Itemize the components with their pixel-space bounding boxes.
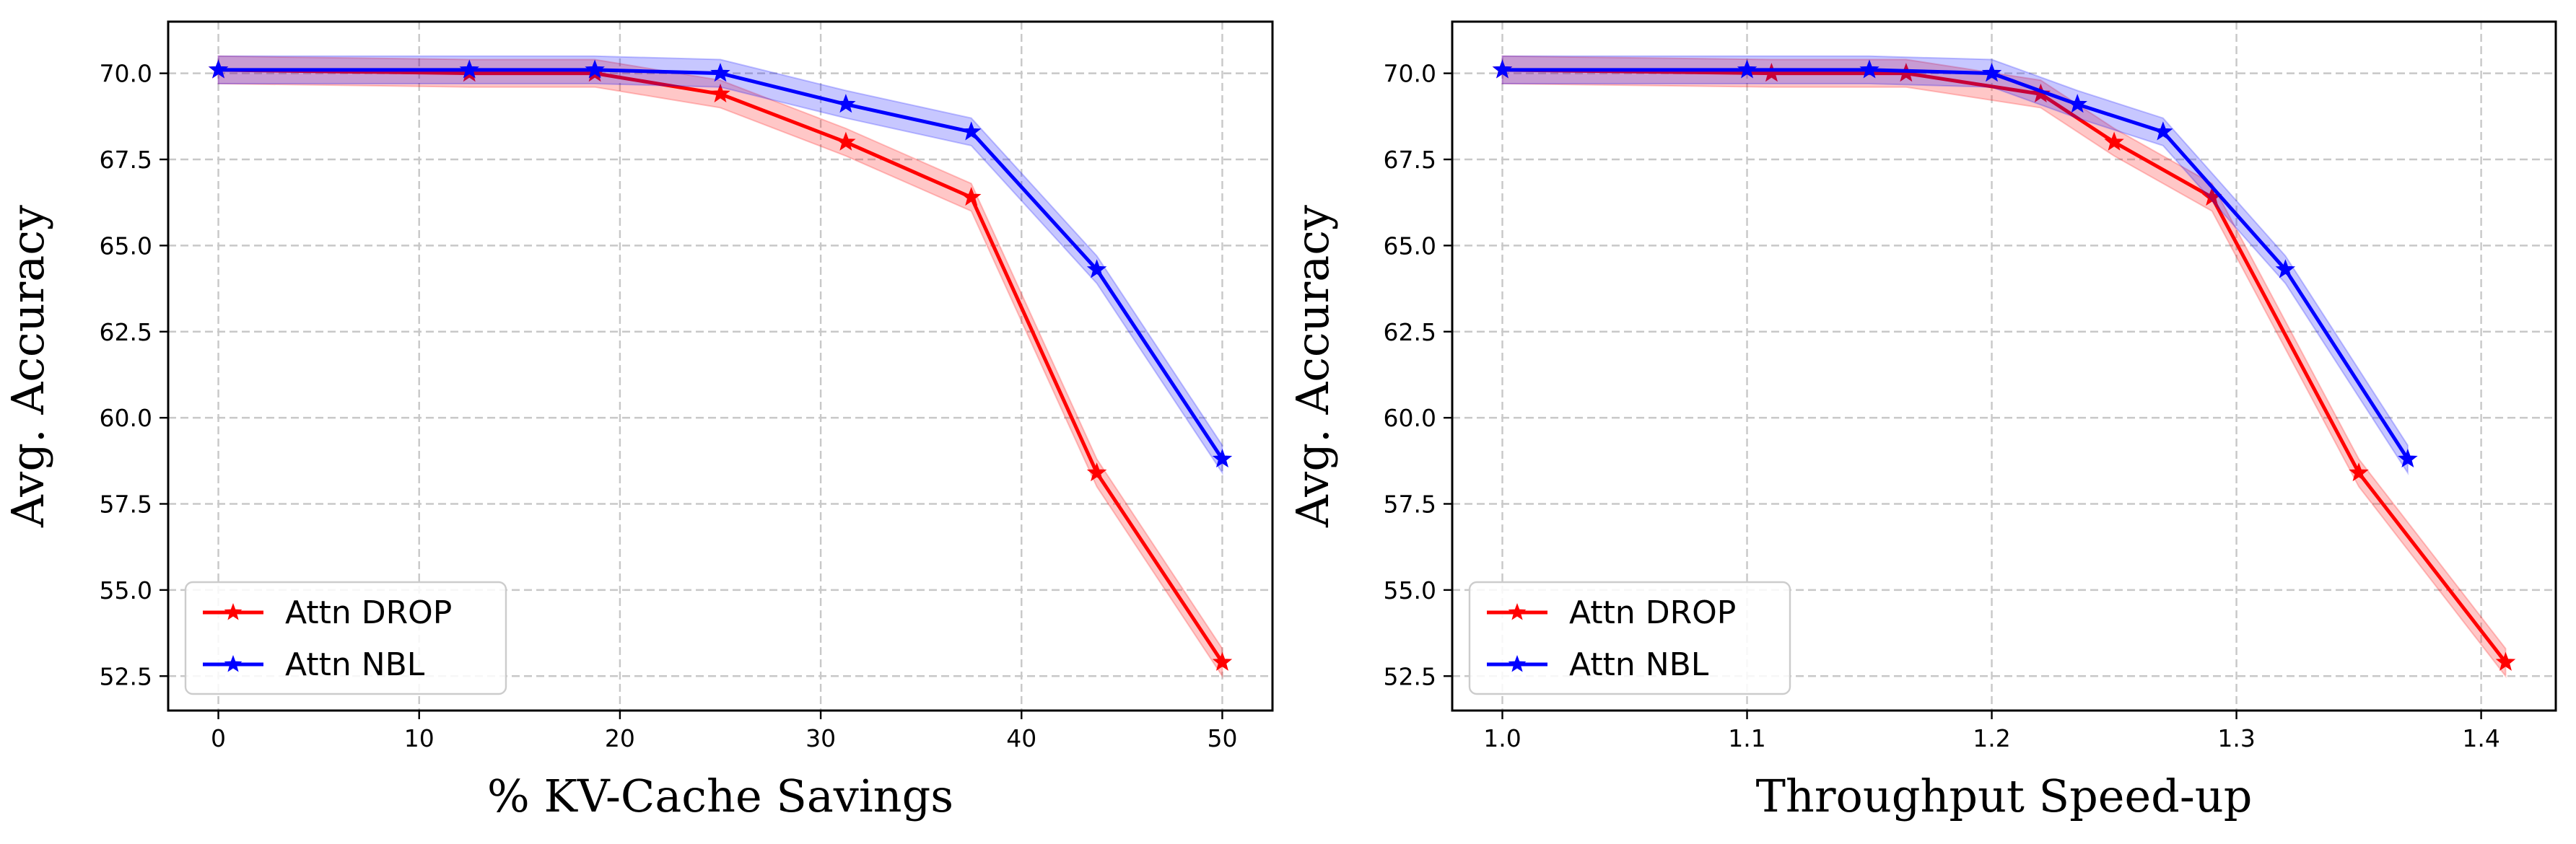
y-tick-label: 67.5 bbox=[100, 146, 152, 174]
x-axis-label: Throughput Speed-up bbox=[1756, 770, 2253, 822]
legend-item: Attn NBL bbox=[203, 646, 425, 683]
plot-frame bbox=[167, 20, 1274, 712]
data-point bbox=[2275, 259, 2296, 278]
x-tick-label: 20 bbox=[605, 724, 635, 752]
y-axis: 52.5 55.0 57.5 60.0 62.5 65.0 67.5 70.0 bbox=[1384, 60, 1452, 690]
legend-label: Attn DROP bbox=[285, 594, 452, 631]
grid bbox=[1452, 22, 2556, 711]
chart-panel-2: 1.0 1.1 1.2 1.3 1.4 52.5 55.0 57.5 60.0 62.5 65.0 6… bbox=[1286, 20, 2557, 822]
y-tick-label: 62.5 bbox=[100, 318, 152, 346]
legend: Attn DROP Attn NBL bbox=[184, 581, 507, 695]
confidence-band bbox=[1501, 55, 2409, 475]
x-tick-label: 40 bbox=[1006, 724, 1036, 752]
data-point bbox=[961, 121, 982, 141]
legend-marker bbox=[224, 655, 243, 672]
y-axis-label: Avg. Accuracy bbox=[1, 205, 54, 528]
data-point bbox=[2495, 651, 2516, 671]
data-point bbox=[1981, 63, 2002, 82]
legend-marker bbox=[1508, 603, 1527, 620]
legend-marker bbox=[224, 603, 243, 620]
legend-label: Attn DROP bbox=[1569, 594, 1736, 631]
y-tick-label: 67.5 bbox=[1384, 146, 1436, 174]
x-tick-label: 1.2 bbox=[1973, 724, 2010, 752]
series-line bbox=[218, 68, 1224, 460]
data-point bbox=[710, 83, 730, 102]
y-tick-label: 55.0 bbox=[1384, 576, 1436, 605]
series-line bbox=[1502, 68, 2410, 460]
data-point bbox=[208, 59, 229, 79]
y-tick-label: 60.0 bbox=[1384, 404, 1436, 432]
legend-label: Attn NBL bbox=[285, 646, 425, 683]
y-tick-label: 70.0 bbox=[100, 60, 152, 88]
confidence-band bbox=[217, 55, 1223, 475]
y-tick-label: 60.0 bbox=[100, 404, 152, 432]
x-axis: 1.0 1.1 1.2 1.3 1.4 bbox=[1483, 711, 2500, 752]
data-point bbox=[1086, 259, 1107, 278]
legend-label: Attn NBL bbox=[1569, 646, 1709, 683]
legend: Attn DROP Attn NBL bbox=[1468, 581, 1791, 695]
legend-item: Attn DROP bbox=[203, 594, 452, 631]
data-point bbox=[2153, 121, 2173, 141]
legend-box bbox=[184, 581, 507, 695]
data-point bbox=[459, 59, 479, 79]
x-tick-label: 30 bbox=[805, 724, 836, 752]
data-point bbox=[836, 131, 856, 151]
data-point bbox=[2067, 94, 2087, 113]
series-line bbox=[1502, 68, 2507, 664]
data-point bbox=[1737, 59, 1758, 79]
x-tick-label: 1.4 bbox=[2462, 724, 2499, 752]
series-line bbox=[218, 68, 1224, 664]
x-axis-label: % KV-Cache Savings bbox=[487, 770, 953, 822]
data-point bbox=[2398, 448, 2418, 468]
data-point bbox=[710, 63, 730, 82]
chart-panel-1: 0 10 20 30 40 50 52.5 55.0 57.5 60.0 62.5 65.0 67.5 7… bbox=[1, 20, 1274, 822]
plot-area bbox=[1492, 55, 2516, 679]
legend-item: Attn NBL bbox=[1487, 646, 1709, 683]
data-point bbox=[961, 187, 982, 206]
legend-box bbox=[1468, 581, 1791, 695]
legend-marker bbox=[1508, 655, 1527, 672]
plot-frame bbox=[1451, 20, 2557, 712]
data-point bbox=[1212, 651, 1233, 671]
y-tick-label: 65.0 bbox=[100, 232, 152, 260]
data-point bbox=[1086, 462, 1107, 482]
x-tick-label: 10 bbox=[404, 724, 435, 752]
y-axis-label: Avg. Accuracy bbox=[1286, 205, 1339, 528]
data-point bbox=[1859, 59, 1879, 79]
x-tick-label: 1.1 bbox=[1728, 724, 1765, 752]
plot-area bbox=[208, 55, 1233, 679]
data-point bbox=[2104, 131, 2124, 151]
x-tick-label: 0 bbox=[211, 724, 226, 752]
legend-item: Attn DROP bbox=[1487, 594, 1736, 631]
data-point bbox=[2349, 462, 2369, 482]
x-axis: 0 10 20 30 40 50 bbox=[211, 711, 1237, 752]
y-tick-label: 52.5 bbox=[100, 662, 152, 690]
y-tick-label: 57.5 bbox=[100, 491, 152, 519]
y-tick-label: 65.0 bbox=[1384, 232, 1436, 260]
y-axis: 52.5 55.0 57.5 60.0 62.5 65.0 67.5 70.0 bbox=[100, 60, 168, 690]
y-tick-label: 57.5 bbox=[1384, 491, 1436, 519]
x-tick-label: 50 bbox=[1207, 724, 1237, 752]
x-tick-label: 1.3 bbox=[2217, 724, 2255, 752]
y-tick-label: 70.0 bbox=[1384, 60, 1436, 88]
data-point bbox=[2030, 83, 2051, 102]
series-attn-nbl bbox=[208, 55, 1233, 475]
y-tick-label: 55.0 bbox=[100, 576, 152, 605]
data-point bbox=[836, 94, 856, 113]
y-tick-label: 52.5 bbox=[1384, 662, 1436, 690]
data-point bbox=[1212, 448, 1233, 468]
series-attn-nbl bbox=[1492, 55, 2418, 475]
data-point bbox=[585, 59, 605, 79]
x-tick-label: 1.0 bbox=[1483, 724, 1521, 752]
y-tick-label: 62.5 bbox=[1384, 318, 1436, 346]
data-point bbox=[1492, 59, 1513, 79]
